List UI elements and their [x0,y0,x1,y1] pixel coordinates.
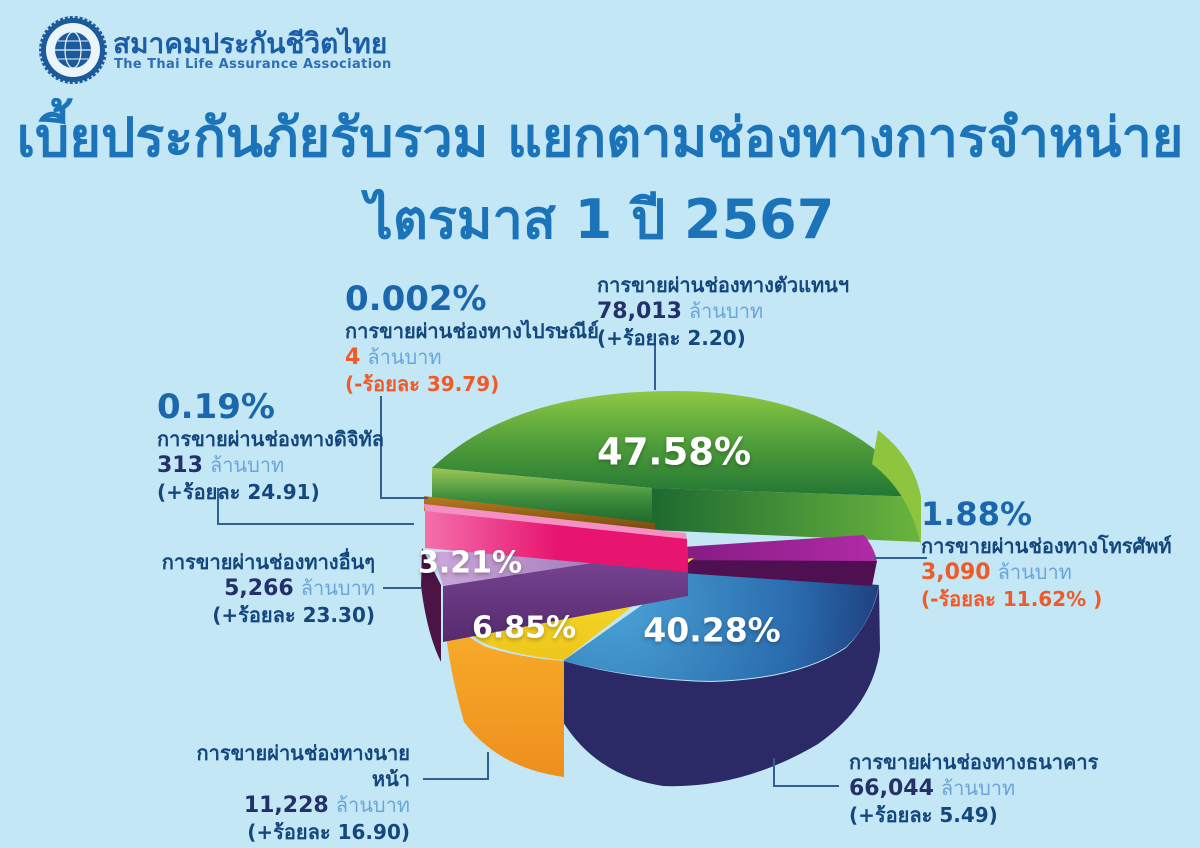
pie-slice-telephone-top [652,535,877,562]
callout-telephone-unit: ล้านบาท [997,560,1072,584]
callout-bank-value-line: 66,044 ล้านบาท [849,775,1098,802]
association-logo-icon [39,16,107,84]
connector-bank [773,758,839,787]
callout-digital-value: 313 [157,453,203,478]
callout-agent-value-line: 78,013 ล้านบาท [597,298,849,325]
callout-others-unit: ล้านบาท [300,576,375,600]
callout-agent-value: 78,013 [597,299,682,324]
slice-percent-broker: 6.85% [471,610,577,646]
page-title-line2: ไตรมาส 1 ปี 2567 [365,188,835,251]
callout-digital: 0.19% การขายผ่านช่องทางดิจิทัล 313 ล้านบ… [157,388,384,505]
connector-broker [423,752,489,780]
callout-agent-channel: การขายผ่านช่องทางตัวแทนฯ [597,273,850,297]
slice-percent-agent: 47.58% [596,430,752,474]
callout-others: การขายผ่านช่องทางอื่นๆ 5,266 ล้านบาท (+ร… [150,549,375,628]
callout-others-change: (+ร้อยละ 23.30) [212,603,375,627]
callout-postal-value-line: 4 ล้านบาท [345,344,599,371]
callout-telephone-value-line: 3,090 ล้านบาท [921,559,1172,586]
pie-slice-digital-top [424,504,687,540]
connector-digital [217,488,414,525]
pie-left-edge-face [421,548,441,662]
callout-postal: 0.002% การขายผ่านช่องทางไปรษณีย์ 4 ล้านบ… [345,280,599,397]
page-title-line1: เบี้ยประกันภัยรับรวม แยกตามช่องทางการจำห… [16,106,1184,169]
callout-broker-change: (+ร้อยละ 16.90) [247,820,410,844]
pie-slice-digital-side [425,511,687,572]
callout-telephone-value: 3,090 [921,560,991,585]
org-name-thai: สมาคมประกันชีวิตไทย [113,27,388,60]
pie-slice-telephone-side [652,560,877,586]
callout-postal-percent: 0.002% [345,279,487,319]
callout-digital-value-line: 313 ล้านบาท [157,452,384,479]
pie-slice-agent-top [432,391,921,497]
callout-digital-unit: ล้านบาท [209,453,285,477]
callout-broker-channel: การขายผ่านช่องทางนายหน้า [196,741,410,791]
org-name-english: The Thai Life Assurance Association [114,57,392,72]
callout-postal-unit: ล้านบาท [367,345,442,369]
pie-slice-bank-side [563,586,880,787]
callout-broker: การขายผ่านช่องทางนายหน้า 11,228 ล้านบาท … [178,740,410,845]
callout-bank-channel: การขายผ่านช่องทางธนาคาร [849,750,1099,774]
callout-digital-percent: 0.19% [157,387,275,427]
callout-others-value-line: 5,266 ล้านบาท [150,575,375,602]
callout-telephone-channel: การขายผ่านช่องทางโทรศัพท์ [921,534,1172,558]
callout-bank-unit: ล้านบาท [940,776,1016,800]
callout-postal-channel: การขายผ่านช่องทางไปรษณีย์ [345,319,599,343]
pie-slice-bank-top [563,571,879,681]
callout-bank-value: 66,044 [849,776,934,801]
callout-bank: การขายผ่านช่องทางธนาคาร 66,044 ล้านบาท (… [849,749,1098,828]
callout-agent-change: (+ร้อยละ 2.20) [597,326,746,350]
callout-postal-value: 4 [345,345,361,370]
pie-slice-agent-rim [872,430,921,545]
callout-postal-change: (-ร้อยละ 39.79) [345,372,500,396]
callout-others-value: 5,266 [224,576,294,601]
pie-slice-agent-right-face [652,488,921,542]
callout-telephone-change: (-ร้อยละ 11.62% ) [921,587,1103,611]
callout-broker-unit: ล้านบาท [335,793,410,817]
slice-percent-bank: 40.28% [643,610,781,650]
pie-slice-broker-side [443,590,564,777]
callout-broker-value: 11,228 [243,793,329,818]
callout-bank-change: (+ร้อยละ 5.49) [849,803,998,827]
callout-broker-value-line: 11,228 ล้านบาท [178,792,410,819]
connector-postal [380,396,428,499]
callout-agent: การขายผ่านช่องทางตัวแทนฯ 78,013 ล้านบาท … [597,272,849,351]
callout-telephone: 1.88% การขายผ่านช่องทางโทรศัพท์ 3,090 ล้… [921,495,1172,612]
callout-digital-channel: การขายผ่านช่องทางดิจิทัล [157,427,385,451]
callout-telephone-percent: 1.88% [921,495,1033,533]
callout-others-channel: การขายผ่านช่องทางอื่นๆ [161,550,375,574]
pie-slice-others-side [443,548,688,642]
callout-agent-unit: ล้านบาท [688,299,764,323]
callout-digital-change: (+ร้อยละ 24.91) [157,480,320,504]
slice-percent-others: 3.21% [417,545,523,581]
